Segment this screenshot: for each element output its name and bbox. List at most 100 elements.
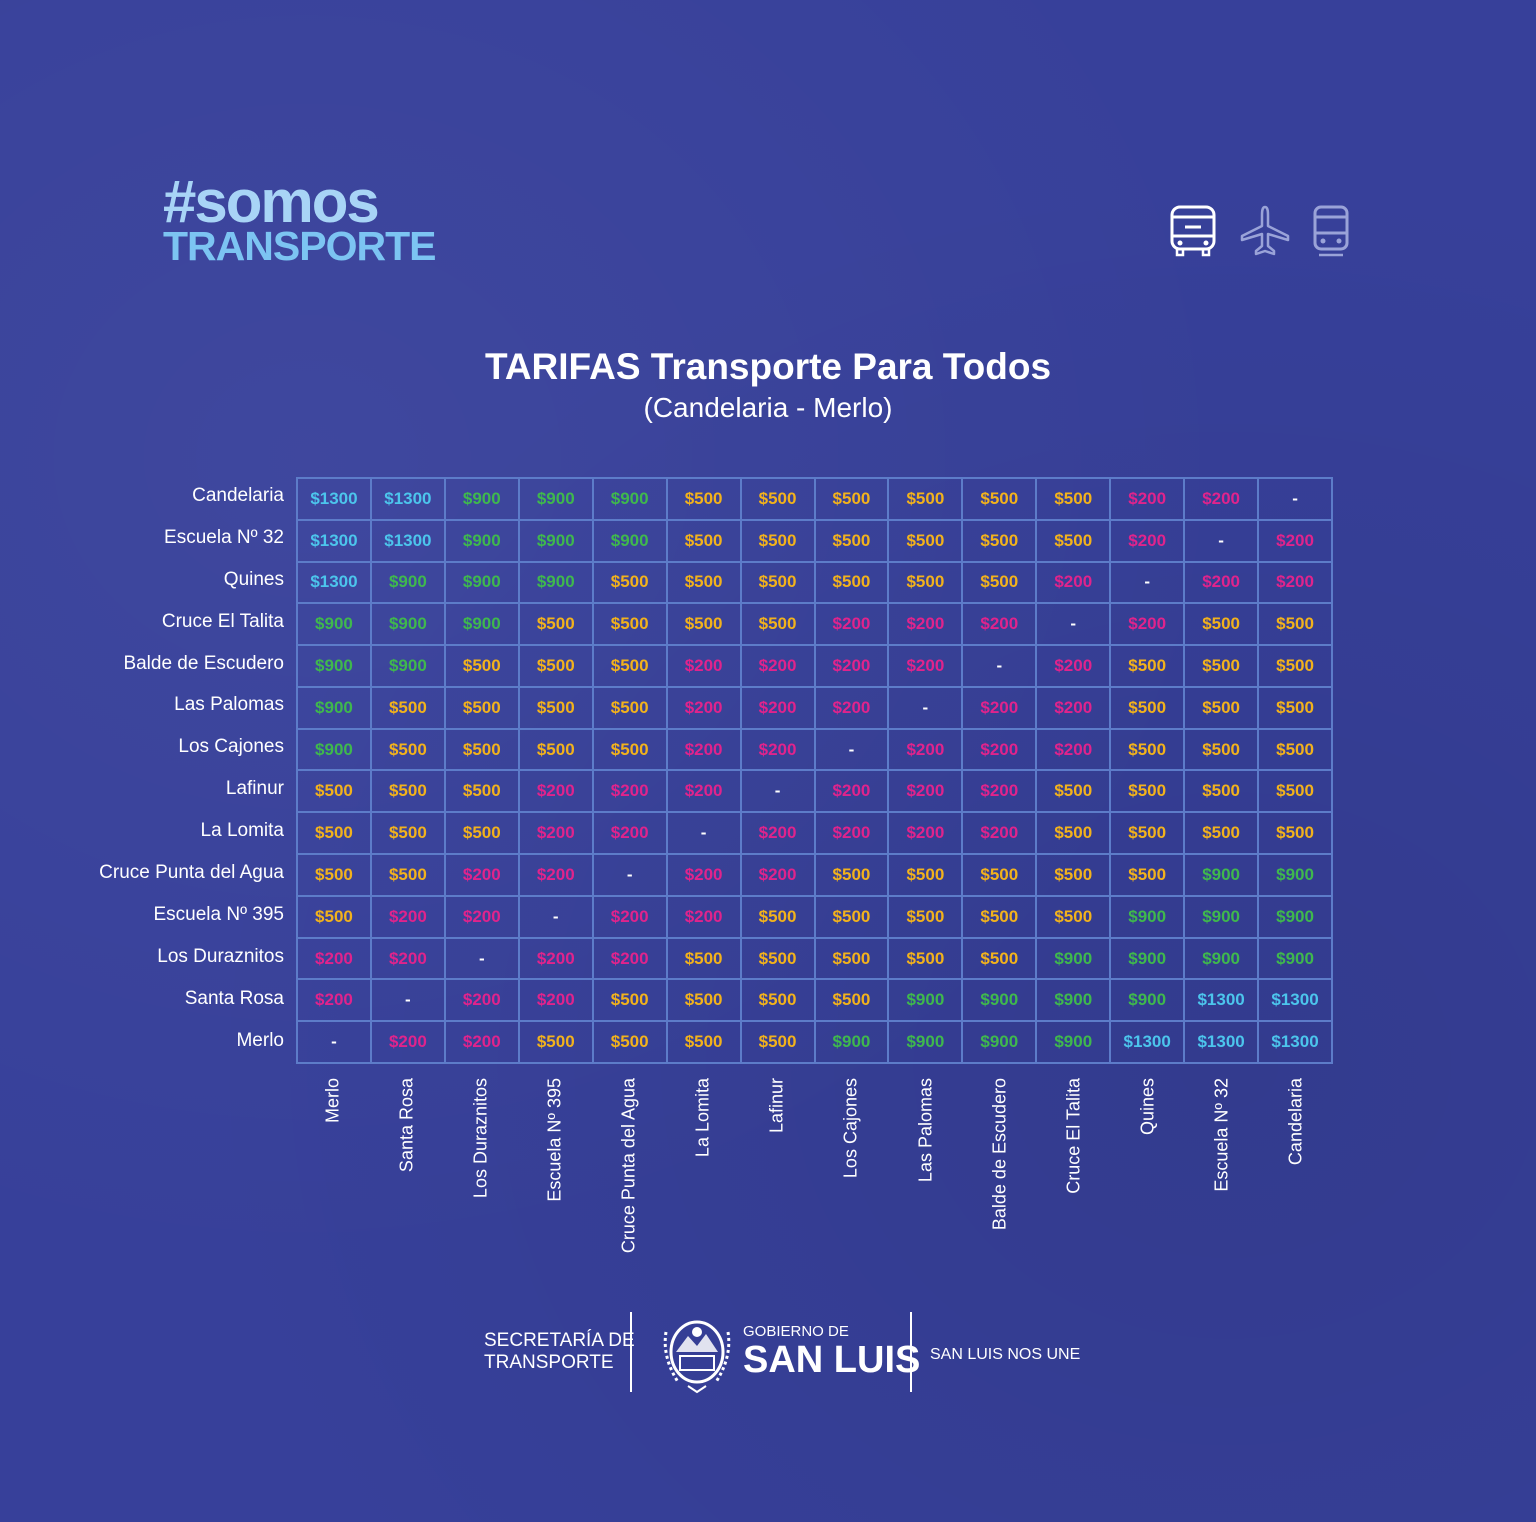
fare-cell: $500 (962, 478, 1037, 520)
column-label-text: Lafinur (766, 1078, 787, 1134)
fare-cell: $500 (666, 937, 741, 980)
fare-cell: $200 (666, 645, 741, 687)
fare-cell: $200 (518, 812, 593, 855)
row-label: Merlo (236, 1029, 284, 1051)
fare-cell: $1300 (370, 519, 445, 562)
fare-cell: $200 (666, 686, 741, 729)
column-label-text: Santa Rosa (396, 1078, 417, 1173)
train-icon (1313, 205, 1349, 257)
provincial-seal-icon (663, 1320, 731, 1394)
column-label: Merlo (296, 1078, 370, 1278)
fare-cell: $200 (1258, 519, 1332, 562)
column-label: Cruce El Talita (1037, 1078, 1111, 1278)
row-label: Santa Rosa (184, 987, 284, 1009)
fare-cell: - (592, 854, 667, 896)
gov-big-text: SAN LUIS (743, 1339, 921, 1381)
row-label: Los Cajones (178, 736, 284, 758)
fare-cell: $900 (1258, 854, 1332, 896)
fare-cell: - (888, 686, 963, 729)
fare-cell: $500 (1184, 728, 1259, 771)
fare-cell: $500 (1258, 812, 1332, 855)
fare-cell: $500 (740, 603, 815, 646)
column-label: Candelaria (1259, 1078, 1333, 1278)
footer: SECRETARÍA DE TRANSPORTE GOBIERNO DE SAN… (484, 1312, 1084, 1394)
secretaria-line-1: SECRETARÍA DE (484, 1330, 635, 1351)
fare-cell: $900 (444, 519, 519, 562)
fare-cell: $200 (740, 854, 815, 896)
fare-cell: $900 (297, 728, 371, 771)
fare-cell: $500 (592, 645, 667, 687)
fare-cell: $500 (444, 728, 519, 771)
fare-cell: $1300 (1184, 1021, 1259, 1063)
footer-divider (630, 1312, 632, 1392)
row-label: Cruce El Talita (161, 610, 284, 632)
fare-cell: $200 (888, 728, 963, 771)
page-subtitle: (Candelaria - Merlo) (643, 392, 893, 423)
fare-cell: $200 (370, 937, 445, 980)
fare-cell: $900 (444, 603, 519, 646)
fare-cell: $500 (370, 854, 445, 896)
fare-cell: $900 (370, 645, 445, 687)
fare-cell: $500 (888, 854, 963, 896)
fare-cell: $200 (444, 895, 519, 938)
fare-cell: $900 (1036, 1021, 1111, 1063)
row-label: La Lomita (200, 820, 284, 842)
column-label-text: Balde de Escudero (989, 1078, 1010, 1231)
fare-cell: $900 (1110, 979, 1185, 1022)
fare-cell: $500 (518, 603, 593, 646)
fare-cell: $200 (962, 812, 1037, 855)
fare-cell: $500 (740, 478, 815, 520)
fare-cell: $200 (740, 645, 815, 687)
fare-cell: $900 (888, 1021, 963, 1063)
fare-cell: $200 (444, 979, 519, 1022)
fare-cell: $500 (444, 645, 519, 687)
column-label-text: La Lomita (692, 1078, 713, 1158)
fare-cell: $900 (370, 561, 445, 604)
fare-cell: $500 (666, 1021, 741, 1063)
fare-cell: $200 (518, 979, 593, 1022)
row-label: Cruce Punta del Agua (99, 862, 284, 884)
row-label: Las Palomas (174, 694, 284, 716)
column-label: Cruce Punta del Agua (592, 1078, 666, 1278)
fare-cell: $1300 (370, 478, 445, 520)
fare-cell: $500 (962, 854, 1037, 896)
fare-cell: $500 (888, 895, 963, 938)
fare-cell: $500 (592, 1021, 667, 1063)
logo-line-1: #somos (163, 168, 380, 235)
fare-cell: $900 (1110, 895, 1185, 938)
fare-cell: $500 (1184, 812, 1259, 855)
fare-cell: $200 (1036, 728, 1111, 771)
fare-cell: $200 (814, 645, 889, 687)
fare-cell: $200 (814, 770, 889, 813)
fare-cell: $200 (297, 979, 371, 1022)
fare-cell: $200 (592, 895, 667, 938)
fare-cell: $500 (814, 937, 889, 980)
fare-cell: - (444, 937, 519, 980)
fare-cell: $900 (297, 603, 371, 646)
fare-cell: $500 (888, 937, 963, 980)
fare-cell: $200 (1036, 686, 1111, 729)
fare-cell: $500 (370, 728, 445, 771)
fare-cell: - (1184, 519, 1259, 562)
fare-cell: $500 (814, 478, 889, 520)
fare-cell: $500 (666, 603, 741, 646)
fare-cell: $900 (370, 603, 445, 646)
fare-cell: $200 (592, 812, 667, 855)
fare-cell: $500 (962, 937, 1037, 980)
fare-cell: $900 (518, 478, 593, 520)
fare-cell: $500 (1036, 770, 1111, 813)
row-label: Escuela Nº 32 (164, 526, 284, 548)
fare-cell: $200 (814, 812, 889, 855)
column-label: Balde de Escudero (963, 1078, 1037, 1278)
fare-cell: $200 (592, 770, 667, 813)
column-label-text: Escuela Nº 32 (1211, 1078, 1232, 1192)
fare-cell: $500 (814, 519, 889, 562)
fare-cell: $200 (444, 854, 519, 896)
column-label-text: Las Palomas (915, 1078, 936, 1183)
fare-cell: $500 (1184, 686, 1259, 729)
fare-cell: $500 (814, 854, 889, 896)
fare-cell: $500 (518, 645, 593, 687)
fare-cell: $500 (1258, 728, 1332, 771)
fare-cell: $200 (814, 603, 889, 646)
row-label: Balde de Escudero (123, 652, 284, 674)
